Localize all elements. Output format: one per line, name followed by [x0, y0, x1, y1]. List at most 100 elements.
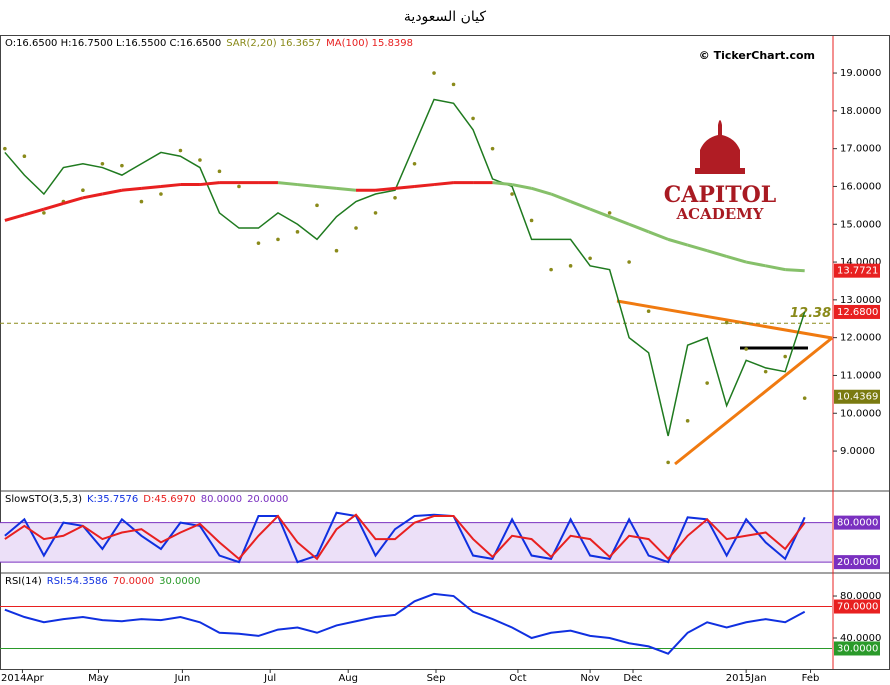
ma-segment	[375, 186, 396, 192]
level-label: 30.0000	[837, 643, 878, 654]
sar-dot	[295, 230, 300, 234]
sar-dot	[510, 192, 514, 196]
level-label: 70.0000	[837, 602, 878, 613]
x-tick-label: Jun	[174, 673, 191, 684]
price-marker	[834, 263, 880, 278]
sar-dot	[744, 347, 748, 351]
price-marker-label: 13.7721	[837, 266, 878, 277]
y-tick-label: 17.0000	[840, 144, 881, 155]
logo: CAPITOL ACADEMY	[664, 120, 776, 223]
ma-segment	[550, 192, 572, 203]
y-tick-label: 13.0000	[840, 295, 881, 306]
annotation-label: 12.38	[790, 306, 831, 321]
sar-dot	[256, 241, 261, 245]
legend-entry: D:45.6970	[143, 494, 195, 505]
y-tick-label: 11.0000	[840, 370, 881, 381]
sar-dot	[217, 169, 222, 174]
x-tick-label: May	[88, 673, 109, 684]
legend-entry: 20.0000	[247, 494, 288, 505]
sar-dot	[178, 148, 183, 153]
sar-dot	[607, 211, 612, 215]
ma-segment	[628, 222, 650, 234]
sar-dot	[568, 264, 573, 268]
trend-line	[616, 299, 833, 340]
y-tick-label: 14.0000	[840, 257, 881, 268]
ma-segment	[160, 183, 181, 188]
ma-segment	[316, 184, 337, 190]
ma-segment	[745, 260, 766, 268]
trend-line	[674, 336, 833, 466]
price-marker	[834, 304, 880, 319]
level-label-bg	[834, 515, 880, 530]
chart-title: كيان السعودية	[404, 9, 486, 25]
logo-text: CAPITOL	[664, 182, 776, 208]
sar-dot	[159, 192, 163, 196]
sar-dot	[549, 267, 553, 272]
ma-segment	[589, 207, 611, 219]
level-label-bg	[834, 641, 880, 656]
x-tick-label: Nov	[580, 673, 600, 684]
sar-dot	[646, 309, 651, 313]
sar-dot	[100, 161, 105, 166]
y-tick-label: 18.0000	[840, 106, 881, 117]
sar-dot	[120, 163, 124, 168]
ma-segment	[648, 230, 669, 241]
x-tick-label: Oct	[509, 673, 526, 684]
price-marker-label: 10.4369	[837, 392, 878, 403]
x-tick-label: Aug	[338, 673, 358, 684]
sar-dot	[802, 396, 807, 400]
sar-dot	[666, 460, 670, 465]
legend-entry: O:16.6500 H:16.7500 L:16.5500 C:16.6500	[5, 38, 221, 49]
level-label: 80.0000	[837, 518, 878, 529]
ma-segment	[277, 181, 298, 187]
sar-dot	[783, 354, 787, 359]
sar-dot	[237, 184, 241, 189]
ma-segment	[297, 183, 318, 188]
x-tick-label: 2015Jan	[726, 673, 767, 684]
x-tick-label: Feb	[802, 673, 820, 684]
ma-segment	[82, 192, 103, 200]
y-tick-label: 12.0000	[840, 333, 881, 344]
level-label: 20.0000	[837, 557, 878, 568]
logo-dome	[700, 120, 740, 170]
legend-entry: K:35.7576	[87, 494, 138, 505]
x-tick-label: Sep	[427, 673, 446, 684]
logo-text: ACADEMY	[676, 205, 764, 223]
ma-segment	[62, 196, 84, 205]
legend-entry: SAR(2,20) 16.3657	[226, 38, 321, 49]
sar-dot	[393, 195, 397, 200]
y-tick-label: 10.0000	[840, 408, 881, 419]
ma-segment	[687, 243, 708, 253]
ma-segment	[785, 268, 805, 273]
legend-entry: SlowSTO(3,5,3)	[5, 494, 82, 505]
ma-segment	[4, 213, 25, 222]
level-label-bg	[834, 555, 880, 570]
ma-segment	[43, 202, 64, 211]
sar-dot	[685, 419, 690, 423]
ma-segment	[726, 254, 747, 264]
sar-dot	[432, 71, 436, 75]
ma-segment	[199, 181, 220, 187]
sar-dot	[42, 211, 46, 215]
y-tick-label: 19.0000	[840, 68, 881, 79]
legend-entry: MA(100) 15.8398	[326, 38, 413, 49]
sar-dot	[490, 146, 495, 151]
ma-segment	[433, 181, 454, 187]
indicator-line	[4, 592, 806, 655]
ma-segment	[414, 183, 435, 188]
y-tick-label: 15.0000	[840, 219, 881, 230]
y-tick-label: 16.0000	[840, 181, 881, 192]
ma-segment	[141, 184, 162, 190]
sar-dot	[334, 248, 339, 253]
sar-dot	[529, 218, 534, 223]
price-marker	[834, 389, 880, 404]
x-tick-label: 2014Apr	[1, 673, 45, 684]
legend-entry: 30.0000	[159, 576, 200, 587]
price-line	[4, 98, 806, 437]
sar-dot	[139, 199, 144, 204]
sar-dot	[81, 188, 85, 193]
ma-segment	[667, 237, 689, 247]
level-band	[0, 522, 832, 563]
